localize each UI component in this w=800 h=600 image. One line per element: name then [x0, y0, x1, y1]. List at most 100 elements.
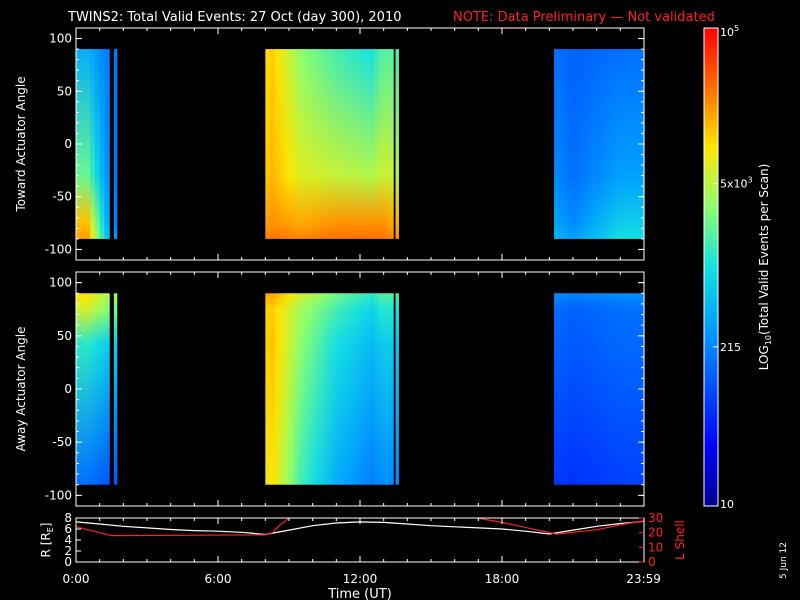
- data-column: [94, 293, 101, 485]
- right-y-tick-label: 10: [648, 540, 663, 554]
- colorbar-tick-exp: 5: [734, 24, 739, 33]
- data-column: [596, 293, 602, 485]
- x-tick-label: 0:00: [63, 572, 90, 586]
- data-column: [615, 49, 621, 239]
- data-column: [331, 49, 337, 239]
- data-column: [284, 293, 290, 485]
- data-column: [104, 49, 110, 239]
- data-column: [341, 49, 347, 239]
- data-column: [298, 293, 304, 485]
- colorbar-label: LOG10(Total Valid Events per Scan): [757, 164, 773, 371]
- data-column: [554, 49, 560, 239]
- left-axis-label-sub: E: [46, 527, 55, 532]
- data-column: [284, 49, 290, 239]
- data-column: [279, 293, 285, 485]
- data-column: [591, 293, 598, 485]
- data-column: [322, 293, 328, 485]
- right-y-tick-label: 0: [648, 555, 656, 569]
- data-column: [568, 49, 574, 239]
- data-column: [568, 293, 574, 485]
- data-column: [317, 49, 323, 239]
- data-column: [364, 49, 371, 239]
- data-column: [582, 293, 588, 485]
- data-column: [573, 293, 579, 485]
- data-column: [99, 293, 105, 485]
- data-column: [350, 49, 356, 239]
- data-column: [374, 49, 380, 239]
- data-column: [629, 49, 636, 239]
- data-column: [625, 49, 631, 239]
- data-column: [331, 293, 337, 485]
- right-axis-label: L Shell: [673, 520, 687, 560]
- data-column: [596, 49, 602, 239]
- data-column: [558, 49, 565, 239]
- data-column: [629, 293, 636, 485]
- left-axis-label: R [RE]: [39, 523, 55, 558]
- colorbar-tick-label: 5x103: [720, 175, 753, 190]
- data-column: [85, 49, 91, 239]
- data-column: [558, 293, 565, 485]
- x-tick-label: 23:59: [626, 572, 661, 586]
- x-tick-label: 12:00: [343, 572, 378, 586]
- colorbar-label-end: (Total Valid Events per Scan): [757, 164, 771, 335]
- data-column: [270, 293, 276, 485]
- data-column: [563, 293, 569, 485]
- data-column: [298, 49, 304, 239]
- data-column: [293, 293, 300, 485]
- data-column: [388, 293, 394, 485]
- colorbar-tick-base: 10: [720, 498, 734, 511]
- data-column: [601, 293, 607, 485]
- data-column: [383, 293, 389, 485]
- preliminary-note: NOTE: Data Preliminary — Not validated: [453, 10, 715, 25]
- data-column: [345, 49, 352, 239]
- data-column: [307, 293, 314, 485]
- data-column: [350, 293, 356, 485]
- data-column: [383, 49, 389, 239]
- data-column: [395, 293, 399, 485]
- data-column: [303, 293, 309, 485]
- data-column: [90, 49, 96, 239]
- data-column: [620, 49, 626, 239]
- colorbar-label-main: LOG: [757, 345, 771, 370]
- y-tick-label: 50: [57, 84, 72, 98]
- right-y-tick-label: 20: [648, 526, 663, 540]
- colorbar-tick-exp: 3: [748, 175, 753, 184]
- y-axis-label: Toward Actuator Angle: [14, 76, 28, 212]
- y-tick-label: -50: [52, 435, 72, 449]
- data-column: [312, 49, 318, 239]
- left-y-tick-label: 2: [64, 544, 72, 558]
- colorbar-label-sub: 10: [764, 335, 773, 345]
- x-tick-label: 6:00: [205, 572, 232, 586]
- data-column: [326, 49, 333, 239]
- colorbar-tick-base: 5x10: [720, 177, 748, 190]
- data-column: [345, 293, 352, 485]
- left-axis-label-end: ]: [39, 523, 53, 528]
- data-column: [360, 293, 366, 485]
- data-column: [591, 49, 598, 239]
- left-y-tick-label: 6: [64, 522, 72, 536]
- x-axis-label: Time (UT): [327, 587, 392, 600]
- left-y-tick-label: 0: [64, 555, 72, 569]
- data-column: [554, 293, 560, 485]
- spectrogram-panel-2: 100 50 0 -50 -100 Away Actuator Angle: [14, 271, 645, 507]
- data-column: [270, 49, 276, 239]
- data-column: [577, 49, 584, 239]
- y-tick-label: 50: [57, 329, 72, 343]
- data-column: [610, 293, 617, 485]
- data-column: [395, 49, 399, 239]
- data-column: [582, 49, 588, 239]
- data-column: [90, 293, 96, 485]
- data-column: [322, 49, 328, 239]
- data-column: [289, 49, 295, 239]
- data-column: [307, 49, 314, 239]
- data-column: [94, 49, 101, 239]
- data-column: [312, 293, 318, 485]
- data-column: [355, 49, 361, 239]
- left-y-tick-label: 4: [64, 533, 72, 547]
- y-axis-label: Away Actuator Angle: [14, 326, 28, 451]
- colorbar-tick-label: 215: [720, 341, 741, 354]
- chart-title: TWINS2: Total Valid Events: 27 Oct (day …: [67, 10, 402, 25]
